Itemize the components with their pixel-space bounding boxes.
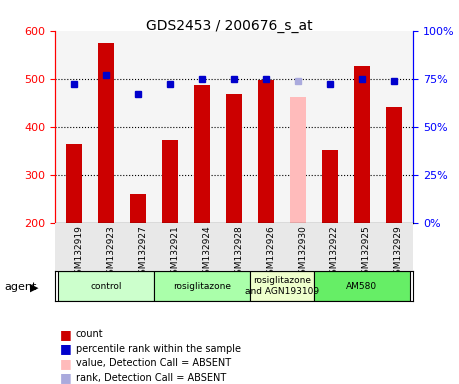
FancyBboxPatch shape bbox=[58, 271, 154, 301]
Text: GSM132919: GSM132919 bbox=[74, 225, 83, 280]
Text: ■: ■ bbox=[60, 328, 72, 341]
FancyBboxPatch shape bbox=[314, 271, 410, 301]
Text: GSM132923: GSM132923 bbox=[106, 225, 115, 280]
Text: rosiglitazone
and AGN193109: rosiglitazone and AGN193109 bbox=[245, 276, 319, 296]
Text: ■: ■ bbox=[60, 371, 72, 384]
Bar bbox=[194, 85, 210, 223]
Text: value, Detection Call = ABSENT: value, Detection Call = ABSENT bbox=[76, 358, 231, 368]
Bar bbox=[258, 80, 274, 223]
Text: GSM132928: GSM132928 bbox=[234, 225, 243, 280]
Text: GSM132929: GSM132929 bbox=[394, 225, 403, 280]
Text: ■: ■ bbox=[60, 342, 72, 355]
Text: rosiglitazone: rosiglitazone bbox=[173, 281, 231, 291]
Text: GSM132926: GSM132926 bbox=[266, 225, 275, 280]
Text: agent: agent bbox=[5, 282, 37, 292]
Bar bbox=[386, 107, 402, 223]
FancyBboxPatch shape bbox=[154, 271, 250, 301]
Text: GSM132924: GSM132924 bbox=[202, 225, 211, 280]
Text: AM580: AM580 bbox=[347, 281, 377, 291]
Text: count: count bbox=[76, 329, 103, 339]
Text: control: control bbox=[90, 281, 122, 291]
Text: GSM132922: GSM132922 bbox=[330, 225, 339, 280]
Text: GSM132927: GSM132927 bbox=[138, 225, 147, 280]
Text: GDS2453 / 200676_s_at: GDS2453 / 200676_s_at bbox=[146, 19, 313, 33]
Text: ■: ■ bbox=[60, 357, 72, 370]
Text: GSM132921: GSM132921 bbox=[170, 225, 179, 280]
FancyBboxPatch shape bbox=[250, 271, 314, 301]
Text: GSM132925: GSM132925 bbox=[362, 225, 371, 280]
Bar bbox=[162, 140, 178, 223]
Bar bbox=[66, 144, 82, 223]
Bar bbox=[226, 94, 242, 223]
Bar bbox=[322, 150, 338, 223]
Text: percentile rank within the sample: percentile rank within the sample bbox=[76, 344, 241, 354]
Bar bbox=[130, 194, 146, 223]
Bar bbox=[354, 66, 370, 223]
Bar bbox=[98, 43, 114, 223]
Text: rank, Detection Call = ABSENT: rank, Detection Call = ABSENT bbox=[76, 373, 226, 383]
Bar bbox=[290, 98, 306, 223]
Text: ▶: ▶ bbox=[30, 282, 39, 292]
Text: GSM132930: GSM132930 bbox=[298, 225, 307, 280]
